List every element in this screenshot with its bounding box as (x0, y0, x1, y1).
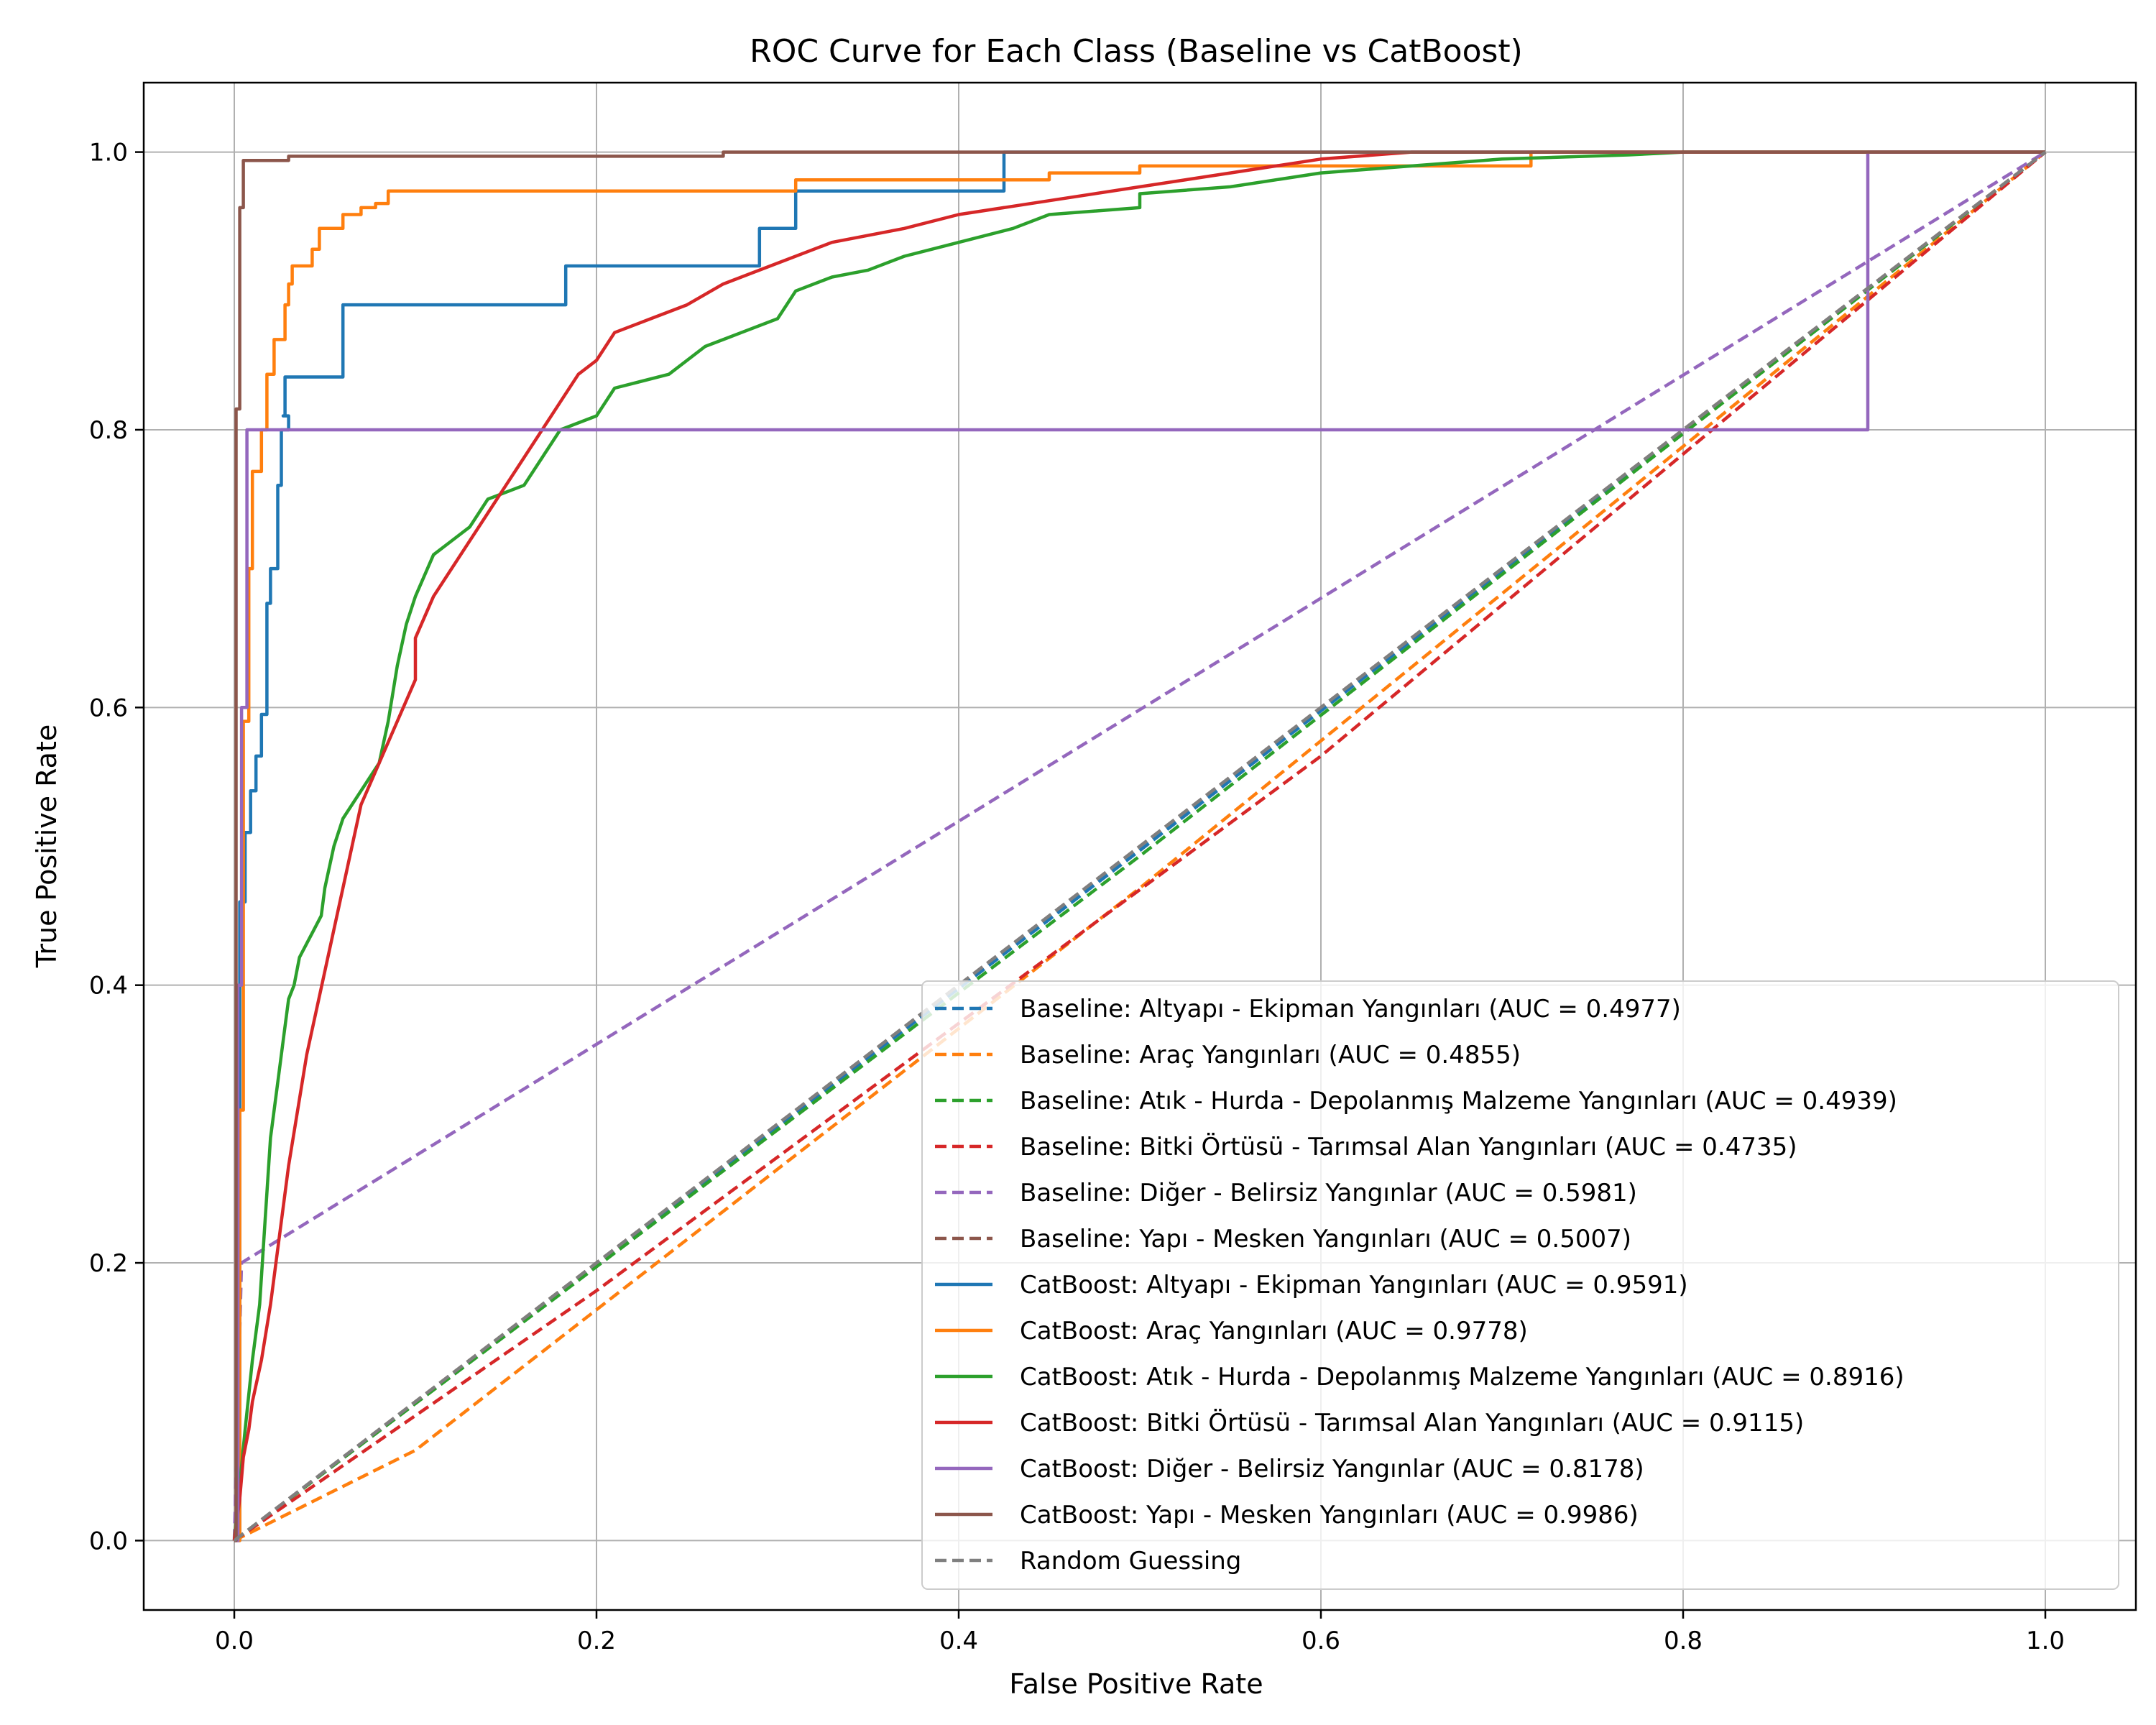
x-tick-label: 0.0 (215, 1627, 254, 1655)
series-line-8 (232, 150, 2045, 1541)
legend-box (921, 980, 2119, 1590)
series-line-10 (234, 150, 2045, 1542)
plot-lines (232, 150, 2047, 1542)
x-tick-label: 0.2 (577, 1627, 616, 1655)
series-line-1 (233, 150, 2047, 1542)
legend-label: CatBoost: Yapı - Mesken Yangınları (AUC … (1020, 1501, 1639, 1530)
y-tick-label: 0.8 (89, 416, 128, 445)
legend-label: CatBoost: Araç Yangınları (AUC = 0.9778) (1020, 1317, 1528, 1346)
y-tick-label: 0.4 (89, 972, 128, 1000)
legend-label: Baseline: Yapı - Mesken Yangınları (AUC … (1020, 1225, 1631, 1254)
legend-label: Baseline: Atık - Hurda - Depolanmış Malz… (1020, 1087, 1897, 1116)
series-line-2 (233, 150, 2047, 1542)
plot-frame (142, 81, 2137, 1611)
y-tick-label: 0.0 (89, 1527, 128, 1555)
y-tick-label: 0.6 (89, 694, 128, 722)
series-line-9 (232, 150, 2045, 1541)
series-line-7 (234, 150, 2045, 1542)
y-axis-label: True Positive Rate (31, 724, 63, 969)
x-tick-label: 0.8 (1664, 1627, 1703, 1655)
legend-label: Baseline: Bitki Örtüsü - Tarımsal Alan Y… (1020, 1132, 1797, 1162)
legend-label: CatBoost: Diğer - Belirsiz Yangınlar (AU… (1020, 1455, 1644, 1484)
x-tick-label: 1.0 (2026, 1627, 2065, 1655)
legend-label: Baseline: Diğer - Belirsiz Yangınlar (AU… (1020, 1179, 1637, 1208)
series-line-6 (234, 150, 2045, 1542)
legend-label: CatBoost: Altyapı - Ekipman Yangınları (… (1020, 1271, 1688, 1300)
x-tick-label: 0.6 (1302, 1627, 1340, 1655)
legend: Baseline: Altyapı - Ekipman Yangınları (… (921, 980, 2119, 1590)
ticks: 0.0 0.2 0.4 0.6 0.8 1.0 0.0 0.2 0.4 0.6 0.8 1.0 (89, 139, 2065, 1655)
legend-label: CatBoost: Bitki Örtüsü - Tarımsal Alan Y… (1020, 1408, 1804, 1438)
x-tick-label: 0.4 (939, 1627, 978, 1655)
legend-label: CatBoost: Atık - Hurda - Depolanmış Malz… (1020, 1363, 1904, 1392)
series-line-12 (233, 150, 2047, 1542)
legend-label: Baseline: Araç Yangınları (AUC = 0.4855) (1020, 1041, 1521, 1070)
y-tick-label: 1.0 (89, 139, 128, 167)
y-tick-label: 0.2 (89, 1249, 128, 1278)
x-axis-label: False Positive Rate (1009, 1668, 1263, 1700)
legend-label: Baseline: Altyapı - Ekipman Yangınları (… (1020, 995, 1681, 1024)
series-line-11 (234, 150, 2045, 1542)
legend-label: Random Guessing (1020, 1547, 1241, 1576)
chart-title: ROC Curve for Each Class (Baseline vs Ca… (750, 33, 1523, 70)
